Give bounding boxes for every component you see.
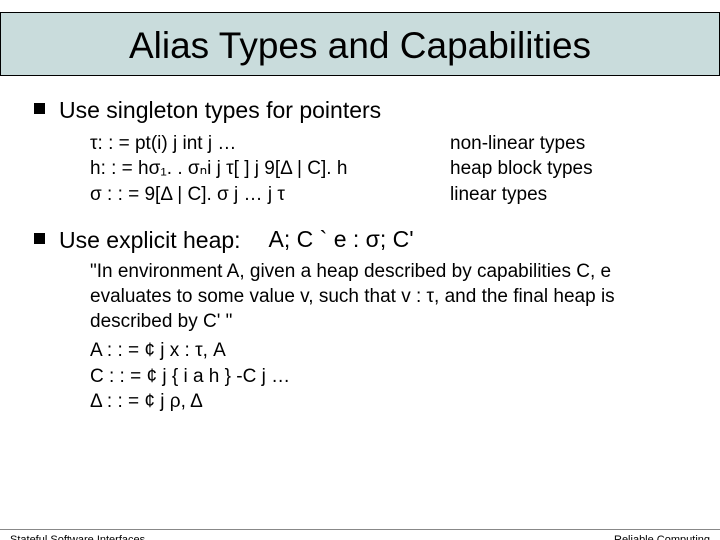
- footer-right: Reliable Computing: [614, 534, 710, 540]
- grammar2-row: A : : = ¢ j x : τ, A: [90, 338, 686, 363]
- quote-block: "In environment A, given a heap describe…: [90, 260, 686, 334]
- grammar-row: τ: : = pt(i) j int j … non-linear types: [90, 131, 686, 157]
- grammar-rhs: linear types: [450, 182, 686, 208]
- grammar2-row: Δ : : = ¢ j ρ, Δ: [90, 389, 686, 414]
- grammar-block-1: τ: : = pt(i) j int j … non-linear types …: [90, 131, 686, 208]
- footer: Stateful Software Interfaces Reliable Co…: [0, 529, 720, 540]
- bullet-square-icon: [34, 103, 45, 114]
- slide-title: Alias Types and Capabilities: [21, 25, 699, 67]
- content: Use singleton types for pointers τ: : = …: [0, 76, 720, 414]
- title-band: Alias Types and Capabilities: [0, 12, 720, 76]
- grammar-row: h: : = hσ₁. . σₙi j τ[ ] j 9[Δ | C]. h h…: [90, 156, 686, 182]
- bullet-2-text: Use explicit heap:: [59, 226, 241, 255]
- grammar-row: σ : : = 9[Δ | C]. σ j … j τ linear types: [90, 182, 686, 208]
- grammar-lhs: τ: : = pt(i) j int j …: [90, 131, 450, 157]
- grammar-block-2: A : : = ¢ j x : τ, A C : : = ¢ j { i a h…: [90, 338, 686, 413]
- grammar-lhs: σ : : = 9[Δ | C]. σ j … j τ: [90, 182, 450, 208]
- grammar-lhs: h: : = hσ₁. . σₙi j τ[ ] j 9[Δ | C]. h: [90, 156, 450, 182]
- bullet-square-icon: [34, 233, 45, 244]
- grammar2-row: C : : = ¢ j { i a h } -C j …: [90, 364, 686, 389]
- grammar-rhs: non-linear types: [450, 131, 686, 157]
- bullet-1: Use singleton types for pointers: [34, 96, 686, 125]
- typing-judgement: A; C ` e : σ; C': [269, 226, 414, 253]
- bullet-1-text: Use singleton types for pointers: [59, 96, 381, 125]
- grammar-rhs: heap block types: [450, 156, 686, 182]
- bullet-2: Use explicit heap: A; C ` e : σ; C': [34, 226, 686, 255]
- footer-left: Stateful Software Interfaces: [10, 534, 145, 540]
